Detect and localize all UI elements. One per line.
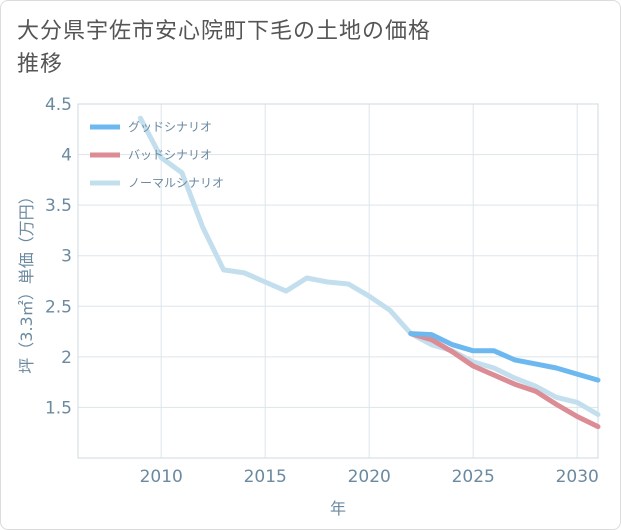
legend-label: バッドシナリオ (128, 148, 212, 162)
y-tick-label: 4 (61, 146, 72, 166)
series-line (137, 115, 601, 417)
x-tick-label: 2010 (140, 467, 183, 487)
y-tick-label: 4.5 (45, 95, 72, 115)
y-tick-label: 3 (61, 247, 72, 267)
y-axis-label: 坪（3.3㎡）単価（万円） (17, 188, 36, 373)
chart-title: 大分県宇佐市安心院町下毛の土地の価格推移 (17, 19, 432, 77)
series-line (408, 331, 601, 430)
series-lines (137, 115, 601, 430)
x-tick-label: 2025 (452, 467, 495, 487)
x-tick-labels: 2010 2015 2020 2025 2030 (140, 467, 599, 487)
x-tick-label: 2015 (244, 467, 287, 487)
series-line (408, 331, 601, 383)
x-tick-label: 2020 (348, 467, 391, 487)
x-axis-label: 年 (330, 499, 346, 518)
y-tick-label: 2.5 (45, 297, 72, 317)
x-tick-label: 2030 (556, 467, 599, 487)
y-tick-label: 3.5 (45, 196, 72, 216)
legend-label: ノーマルシナリオ (128, 176, 224, 190)
plot-frame (77, 103, 599, 459)
y-tick-label: 2 (61, 348, 72, 368)
y-tick-labels: 1.5 2 2.5 3 3.5 4 4.5 (45, 95, 72, 418)
y-tick-label: 1.5 (45, 398, 72, 418)
legend-label: グッドシナリオ (128, 120, 212, 134)
